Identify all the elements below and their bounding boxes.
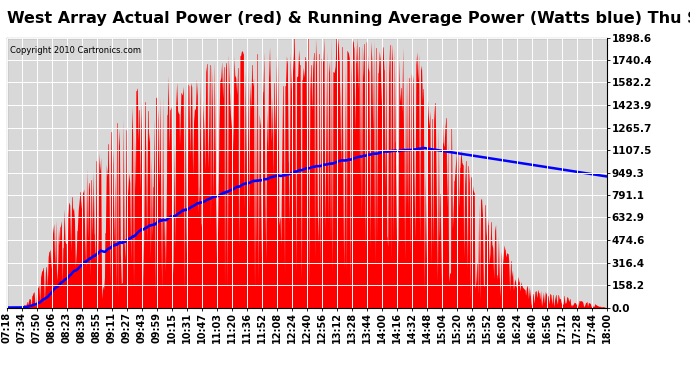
Text: West Array Actual Power (red) & Running Average Power (Watts blue) Thu Sep 30 18: West Array Actual Power (red) & Running …	[7, 11, 690, 26]
Text: Copyright 2010 Cartronics.com: Copyright 2010 Cartronics.com	[10, 46, 141, 55]
